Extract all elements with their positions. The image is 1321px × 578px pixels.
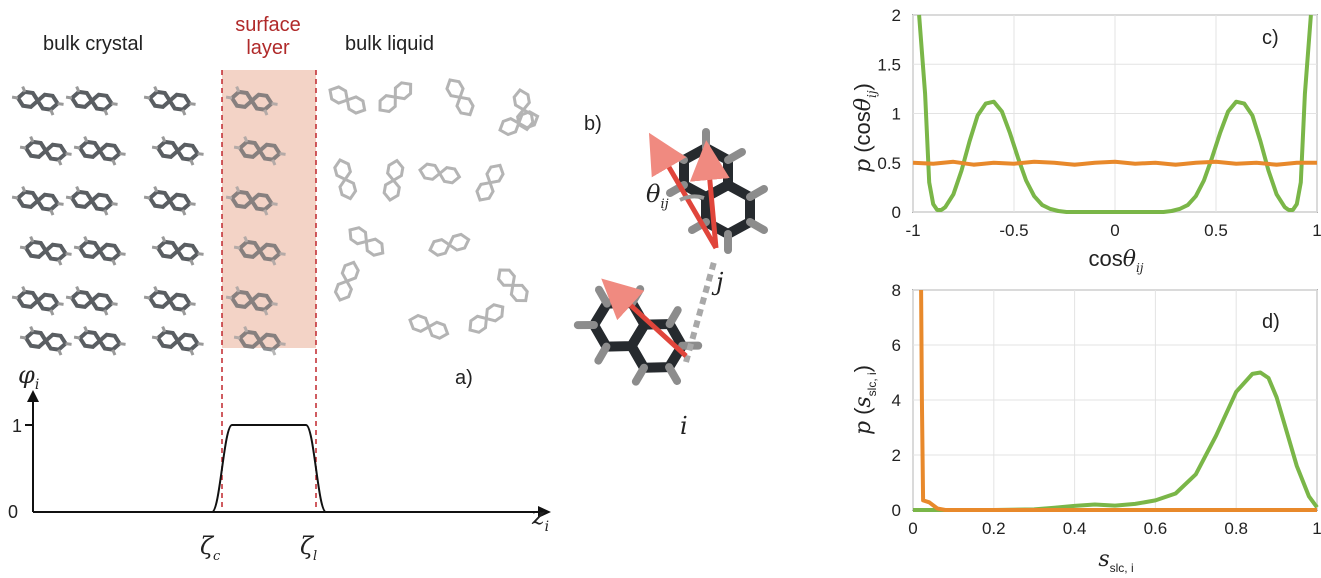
liquid-molecule <box>406 311 452 342</box>
chart-c: -1 -0.5 0 0.5 1 0 0.5 1 1.5 2 c) p(cosθij) cosθij <box>850 6 1321 275</box>
ij-distance-line <box>683 261 717 363</box>
x-tick-label: 0 <box>908 519 917 538</box>
liquid-molecule <box>374 77 417 117</box>
liquid-molecule <box>442 75 478 120</box>
x-tick-label: 0 <box>1110 221 1119 240</box>
phi-tick-zero-label: 0 <box>8 502 18 522</box>
chart-d-series <box>913 289 1319 512</box>
chart-d-gridlines <box>912 289 1318 511</box>
chart-c-xlabel: cosθij <box>1088 246 1143 275</box>
crystal-molecule <box>140 183 200 219</box>
surface-label-line1: surface <box>235 14 301 36</box>
bulk-liquid-label: bulk liquid <box>345 33 434 55</box>
theta-arc <box>679 194 705 202</box>
label-j: j <box>711 268 724 296</box>
surface-label-line2: layer <box>246 37 290 59</box>
phi-tick-one-label: 1 <box>12 416 22 436</box>
panel-a: bulk crystal surface layer bulk liquid φ… <box>8 14 551 564</box>
panel-b-letter: b) <box>584 113 602 135</box>
y-tick-label: 0.5 <box>877 154 901 173</box>
crystal-molecule <box>8 83 68 119</box>
theta-ij-label: θij <box>646 180 669 212</box>
liquid-molecule <box>331 258 362 304</box>
crystal-molecule <box>62 183 122 219</box>
panel-a-letter: a) <box>455 367 473 389</box>
liquid-molecule <box>381 157 406 203</box>
phi-symbol: φi <box>18 361 39 393</box>
crystal-molecule <box>8 283 68 319</box>
x-tick-label: 0.6 <box>1144 519 1168 538</box>
y-tick-label: 2 <box>892 446 901 465</box>
phi-axis-arrow <box>27 390 39 402</box>
chart-d-xlabel: sslc, i <box>1098 547 1133 575</box>
liquid-molecule <box>426 231 472 259</box>
vector-j-1 <box>689 140 730 249</box>
series-line-1 <box>912 159 1317 167</box>
liquid-molecule <box>464 299 509 338</box>
x-tick-label: 0.8 <box>1224 519 1248 538</box>
series-line-0 <box>917 14 1313 214</box>
x-tick-label: -1 <box>905 221 920 240</box>
zeta-c-label: ζc <box>200 532 221 564</box>
y-tick-label: 1 <box>892 105 901 124</box>
crystal-molecule <box>16 133 76 169</box>
chart-c-ticks: -1 -0.5 0 0.5 1 0 0.5 1 1.5 2 <box>877 6 1321 240</box>
x-tick-label: 1 <box>1312 221 1321 240</box>
x-tick-label: 0.4 <box>1063 519 1087 538</box>
crystal-molecule <box>148 323 208 359</box>
y-tick-label: 4 <box>892 391 901 410</box>
chart-c-panel-letter: c) <box>1262 27 1279 49</box>
y-tick-label: 0 <box>892 203 901 222</box>
crystal-molecule <box>70 233 130 269</box>
y-tick-label: 8 <box>892 281 901 300</box>
crystal-molecule <box>8 183 68 219</box>
molecule-i <box>568 261 708 410</box>
chart-d-panel-letter: d) <box>1262 311 1280 333</box>
liquid-molecules-image <box>325 75 542 342</box>
crystal-molecule <box>70 323 130 359</box>
x-tick-label: 0.2 <box>982 519 1006 538</box>
z-axis-arrow <box>538 506 551 518</box>
series-line-1 <box>919 289 1317 512</box>
z-symbol: zi <box>531 502 549 535</box>
crystal-molecule <box>16 323 76 359</box>
label-i: i <box>680 412 688 440</box>
vector-i <box>601 278 688 358</box>
panel-b: b) θij j i <box>568 113 764 440</box>
chart-c-ylabel: p(cosθij) <box>850 83 879 173</box>
crystal-molecule <box>148 233 208 269</box>
crystal-molecule <box>62 283 122 319</box>
liquid-molecule <box>344 222 389 261</box>
zeta-l-label: ζl <box>300 532 317 564</box>
crystal-molecule <box>62 83 122 119</box>
x-tick-label: -0.5 <box>999 221 1028 240</box>
liquid-molecule <box>472 160 508 205</box>
liquid-molecule <box>331 156 359 202</box>
x-tick-label: 1 <box>1312 519 1321 538</box>
y-tick-label: 1.5 <box>877 55 901 74</box>
chart-c-series <box>912 14 1317 214</box>
y-tick-label: 6 <box>892 336 901 355</box>
liquid-molecule <box>493 264 533 307</box>
y-tick-label: 0 <box>892 501 901 520</box>
chart-d-ticks: 0 0.2 0.4 0.6 0.8 1 0 2 4 6 8 <box>892 281 1321 538</box>
y-tick-label: 2 <box>892 6 901 25</box>
chart-d-ylabel: p(sslc, i) <box>850 365 879 435</box>
crystal-molecule <box>148 133 208 169</box>
x-tick-label: 0.5 <box>1204 221 1228 240</box>
crystal-molecule <box>140 83 200 119</box>
phi-profile-curve <box>33 424 540 513</box>
crystal-molecule <box>70 133 130 169</box>
chart-d: 0 0.2 0.4 0.6 0.8 1 0 2 4 6 8 d) p(sslc, i) sslc, … <box>850 281 1321 575</box>
crystal-molecule <box>140 283 200 319</box>
bulk-crystal-label: bulk crystal <box>43 33 143 55</box>
liquid-molecule <box>417 161 463 186</box>
liquid-molecule <box>325 82 370 118</box>
crystal-molecule <box>16 233 76 269</box>
